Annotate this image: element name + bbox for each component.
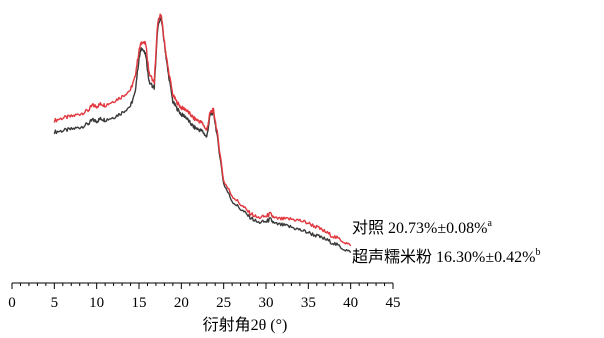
x-tick-label: 45	[386, 295, 401, 311]
x-axis: 0 5 10 15 20 25 30 35 40 45	[8, 282, 401, 311]
x-tick-label: 15	[132, 295, 147, 311]
x-tick-label: 0	[8, 295, 16, 311]
series-label: 对照 20.73%±0.08%a	[352, 218, 492, 237]
series-line	[53, 13, 352, 247]
x-tick-label: 5	[51, 295, 59, 311]
plot-area	[53, 13, 352, 254]
x-axis-label: 衍射角2θ (°)	[203, 316, 288, 334]
series-line	[53, 17, 352, 254]
series-label: 超声糯米粉 16.30%±0.42%b	[352, 247, 540, 266]
x-tick-label: 35	[301, 295, 316, 311]
x-tick-label: 20	[174, 295, 189, 311]
x-tick-label: 25	[216, 295, 231, 311]
x-tick-label: 30	[259, 295, 274, 311]
x-tick-label: 10	[89, 295, 104, 311]
x-tick-label: 40	[343, 295, 358, 311]
series-labels: 对照 20.73%±0.08%a 超声糯米粉 16.30%±0.42%b	[352, 218, 540, 266]
x-ticks: 0 5 10 15 20 25 30 35 40 45	[8, 283, 401, 311]
